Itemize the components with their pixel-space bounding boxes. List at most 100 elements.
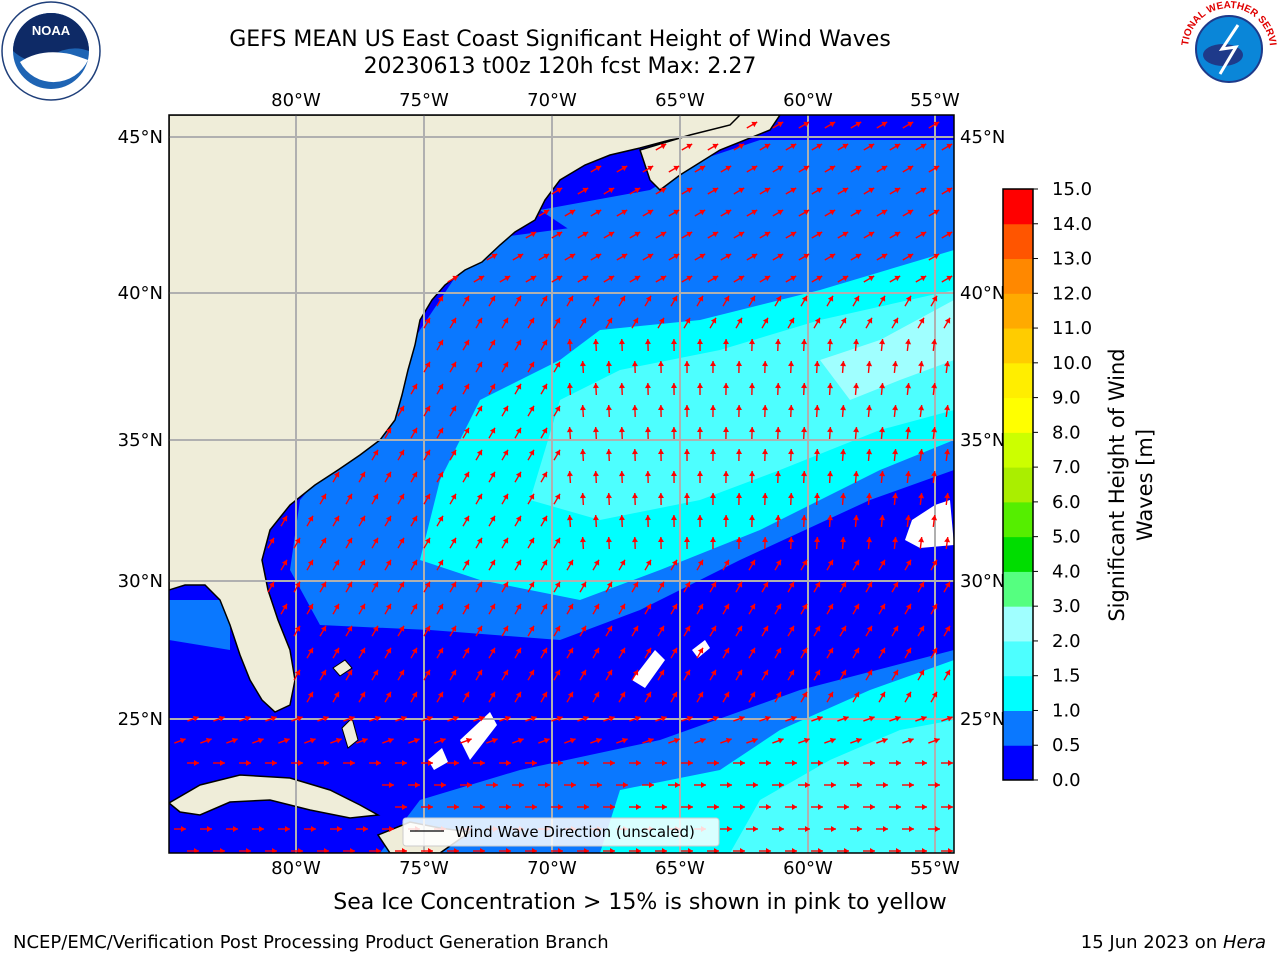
wave-arrowhead <box>684 625 691 632</box>
wave-arrowhead <box>528 317 535 324</box>
wave-arrowhead <box>489 559 496 566</box>
wave-arrowhead <box>324 760 329 766</box>
wave-arrowhead <box>398 405 405 412</box>
wave-arrowhead <box>816 715 823 722</box>
wave-arrowhead <box>683 405 690 411</box>
wave-arrowhead <box>644 515 651 521</box>
wave-arrowhead <box>350 760 355 766</box>
wave-arrowhead <box>608 275 615 282</box>
wave-arrowhead <box>621 209 628 216</box>
wave-arrowhead <box>657 493 664 499</box>
wave-arrowhead <box>840 669 847 676</box>
wave-arrowhead <box>701 782 706 788</box>
wave-arrowhead <box>775 559 782 566</box>
wave-arrowhead <box>931 295 938 302</box>
wave-arrowhead <box>545 782 550 788</box>
wave-arrowhead <box>454 804 459 810</box>
wave-arrowhead <box>933 253 940 260</box>
wave-arrowhead <box>894 187 901 194</box>
wave-arrowhead <box>905 339 912 345</box>
wave-arrowhead <box>816 143 823 150</box>
wave-arrowhead <box>762 537 769 543</box>
wave-arrowhead <box>194 760 199 766</box>
wave-arrowhead <box>335 737 342 744</box>
legend-label: Wind Wave Direction (unscaled) <box>455 823 695 841</box>
wave-arrowhead <box>710 405 717 411</box>
wave-arrowhead <box>762 669 769 676</box>
lat-label-left: 35°N <box>118 430 163 451</box>
wave-arrowhead <box>618 339 625 345</box>
wave-arrowhead <box>688 760 693 766</box>
wave-arrowhead <box>918 581 925 588</box>
wave-arrowhead <box>736 669 743 676</box>
wave-arrowhead <box>489 647 496 654</box>
wave-arrowhead <box>220 760 225 766</box>
wave-arrowhead <box>567 559 574 566</box>
wave-arrowhead <box>683 361 690 367</box>
wave-arrowhead <box>467 782 472 788</box>
wave-arrowhead <box>307 647 314 654</box>
wave-arrowhead <box>528 361 535 368</box>
wave-arrowhead <box>868 231 875 238</box>
wave-arrowhead <box>644 339 651 345</box>
wave-arrowhead <box>918 537 925 543</box>
wave-arrowhead <box>374 715 381 722</box>
wave-arrowhead <box>463 647 470 654</box>
wave-arrowhead <box>827 647 834 654</box>
wave-arrowhead <box>723 383 730 389</box>
wave-arrowhead <box>853 383 860 389</box>
wave-arrowhead <box>296 715 303 722</box>
wave-arrowhead <box>476 449 483 456</box>
wave-arrowhead <box>931 515 938 521</box>
wave-arrowhead <box>426 715 433 722</box>
wave-arrowhead <box>515 383 522 390</box>
wave-arrowhead <box>686 187 693 194</box>
wave-arrowhead <box>853 339 860 345</box>
lat-label-left: 25°N <box>118 709 163 730</box>
wave-arrowhead <box>853 427 860 433</box>
wave-arrowhead <box>606 581 613 588</box>
wave-arrowhead <box>361 737 368 744</box>
wave-arrowhead <box>697 427 703 432</box>
wave-arrowhead <box>311 826 316 832</box>
wave-arrowhead <box>567 691 574 698</box>
wave-arrowhead <box>868 187 875 194</box>
wave-arrowhead <box>541 559 548 566</box>
wave-arrowhead <box>610 760 615 766</box>
wave-arrowhead <box>894 275 901 282</box>
wave-arrowhead <box>181 826 186 832</box>
wave-arrowhead <box>879 383 886 389</box>
wave-arrowhead <box>751 121 758 128</box>
colorbar-tick-label: 5.0 <box>1052 527 1081 548</box>
colorbar-segment <box>1003 397 1033 433</box>
wave-arrowhead <box>541 383 548 390</box>
wave-arrowhead <box>285 826 290 832</box>
wave-arrowhead <box>424 317 431 324</box>
wave-arrowhead <box>790 715 797 722</box>
wave-arrowhead <box>333 691 340 698</box>
wave-arrowhead <box>840 581 847 588</box>
wave-arrowhead <box>528 581 535 588</box>
wave-arrowhead <box>738 715 745 722</box>
colorbar-segment <box>1003 467 1033 503</box>
colorbar-tick-label: 13.0 <box>1052 249 1092 270</box>
wave-arrowhead <box>740 848 745 853</box>
wave-arrowhead <box>657 537 664 543</box>
wave-arrowhead <box>244 715 251 722</box>
wave-arrowhead <box>710 625 717 632</box>
wave-arrowhead <box>827 603 834 610</box>
wave-arrowhead <box>662 760 667 766</box>
run-date: 15 Jun 2023 on <box>1080 932 1223 953</box>
wave-arrowhead <box>710 581 717 588</box>
wave-arrowhead <box>814 405 821 411</box>
wave-arrowhead <box>597 782 602 788</box>
wave-arrowhead <box>827 383 834 389</box>
wave-arrowhead <box>619 603 626 610</box>
lon-label-top: 75°W <box>399 90 449 111</box>
wave-arrowhead <box>777 209 784 216</box>
wave-arrowhead <box>814 493 821 499</box>
wave-arrowhead <box>400 715 407 722</box>
chart-title: GEFS MEAN US East Coast Significant Heig… <box>229 27 891 52</box>
longitude-labels-top: 80°W 75°W 70°W 65°W 60°W 55°W <box>271 90 960 111</box>
wave-arrowhead <box>710 493 717 499</box>
